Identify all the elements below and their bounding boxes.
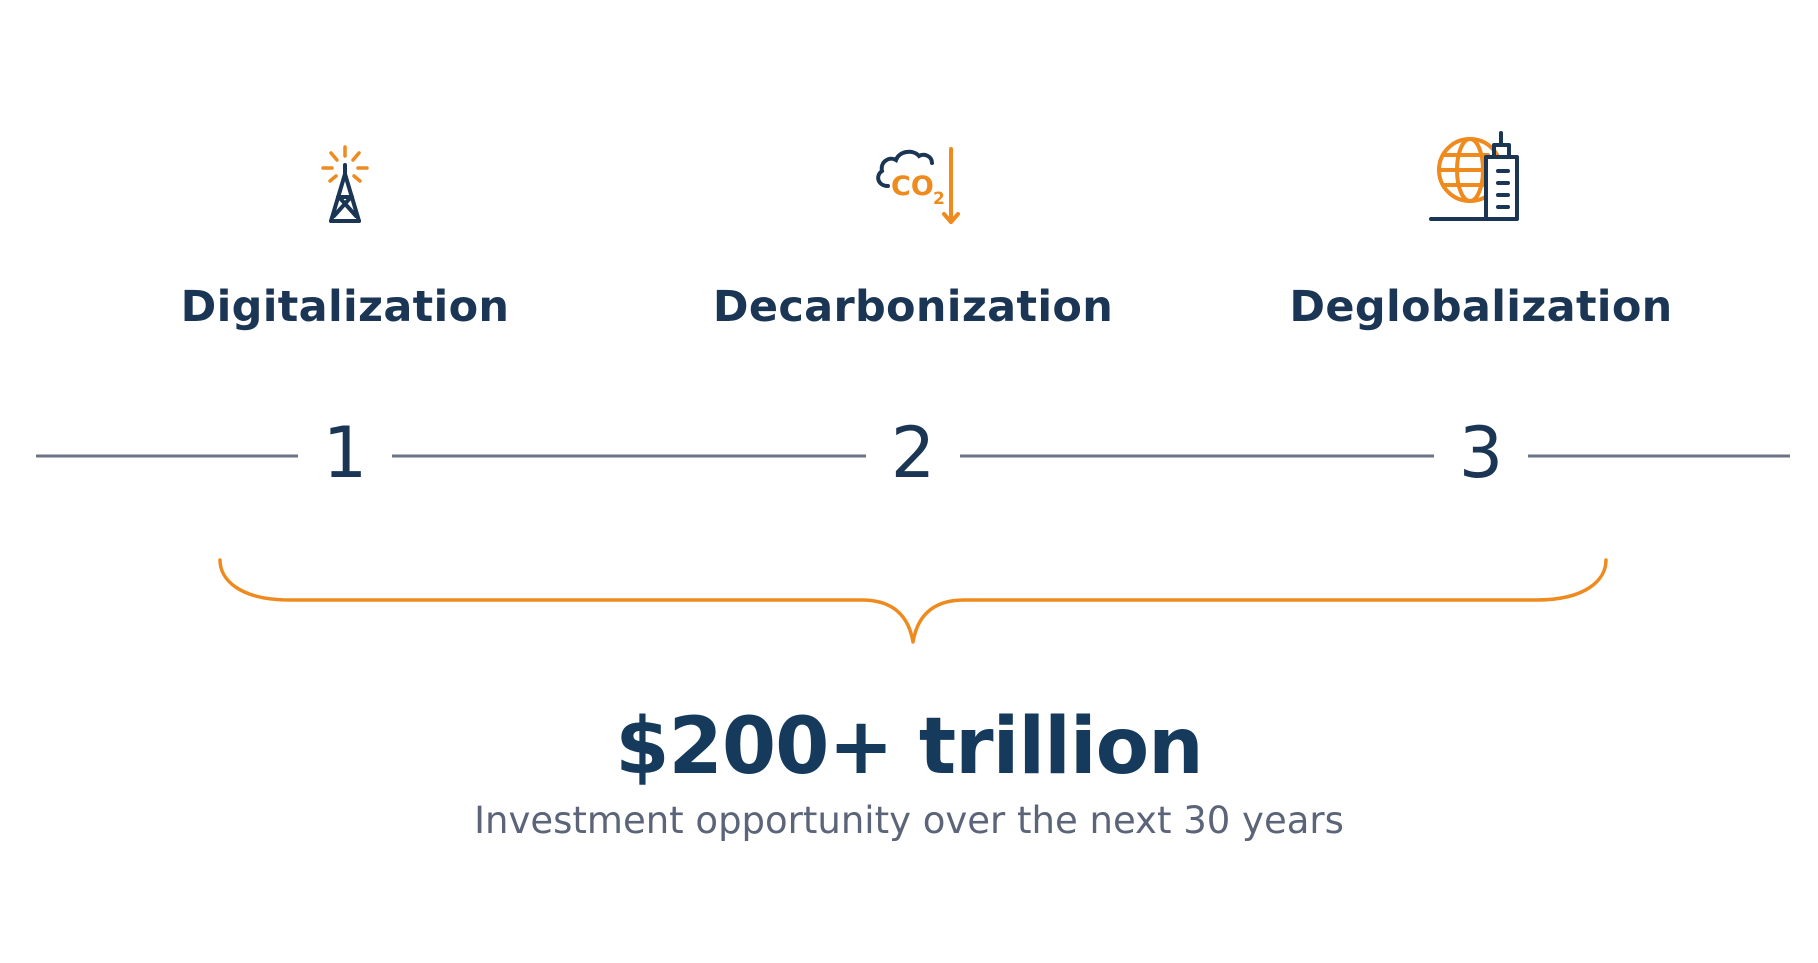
co2-subscript: 2 <box>933 189 945 209</box>
pillar-label: Deglobalization <box>1289 282 1673 332</box>
pillar-deglobalization: Deglobalization <box>1221 125 1741 329</box>
step-number-2: 2 <box>890 412 936 494</box>
step-number-1: 1 <box>322 412 368 494</box>
summary-description: Investment opportunity over the next 30 … <box>474 799 1344 842</box>
step-number-3: 3 <box>1458 412 1504 494</box>
pillar-label: Digitalization <box>180 282 510 332</box>
pillar-decarbonization: CO 2 Decarbonization <box>653 125 1173 329</box>
globe-building-icon <box>1221 125 1741 231</box>
co2-reduction-icon: CO 2 <box>653 125 1173 231</box>
pillar-digitalization: Digitalization <box>85 125 605 329</box>
pillar-label: Decarbonization <box>712 282 1114 332</box>
co2-text: CO <box>891 171 934 202</box>
curly-brace <box>218 558 1608 644</box>
radio-tower-icon <box>85 125 605 231</box>
total-amount: $200+ trillion <box>615 702 1203 792</box>
